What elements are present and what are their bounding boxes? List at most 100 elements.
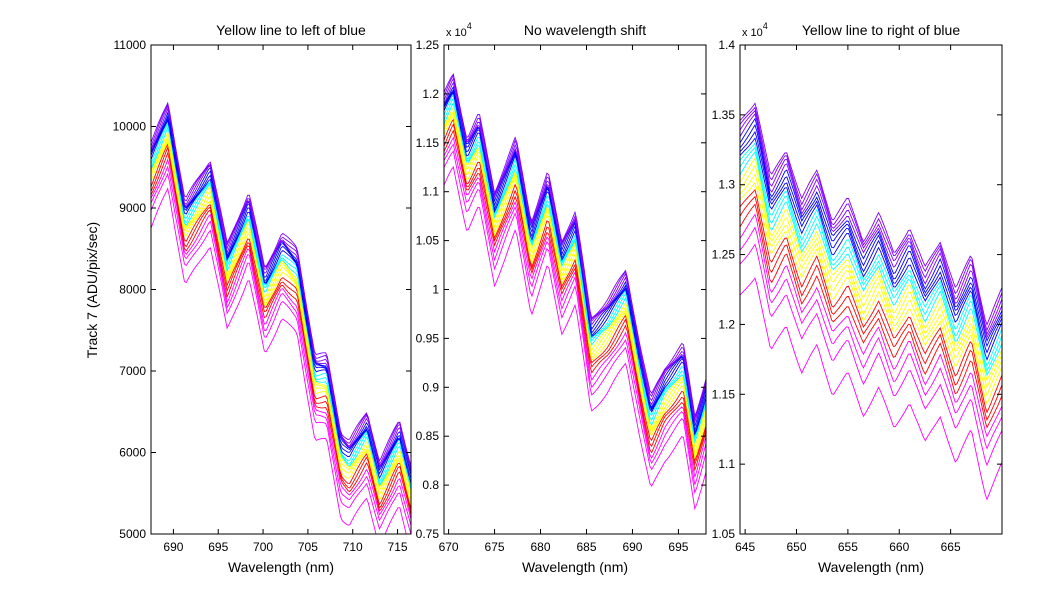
y-tick-label: 1.4 <box>718 38 735 52</box>
series-line-10 <box>740 164 1002 389</box>
series-line-13 <box>444 96 706 440</box>
x-tick-label: 695 <box>668 540 688 554</box>
panel-3: 645 650 655 660 665 1.05 1.1 1.15 1.2 1.25 1.3 1.35… <box>712 21 1003 575</box>
series-line-17 <box>740 123 1002 348</box>
series-line-9 <box>444 113 706 458</box>
x-tick-label: 685 <box>576 540 596 554</box>
series-line-16 <box>151 117 411 480</box>
series-line-11 <box>151 130 411 492</box>
x-axis-label: Wavelength (nm) <box>228 559 334 575</box>
series-line-15 <box>151 118 411 484</box>
series-line-19 <box>740 113 1002 339</box>
series-line-4 <box>151 158 411 520</box>
series-line-7 <box>444 118 706 463</box>
x-tick-label: 690 <box>163 540 183 554</box>
y-tick-label: 1 <box>432 283 439 297</box>
series-group <box>444 73 706 511</box>
x-tick-label: 680 <box>531 540 551 554</box>
series-line-7 <box>151 142 411 510</box>
x-tick-label: 650 <box>786 540 806 554</box>
series-line-17 <box>151 115 411 476</box>
series-line-10 <box>151 135 411 496</box>
series-line-6 <box>444 123 706 466</box>
y-tick-label: 6000 <box>119 446 146 460</box>
series-line-10 <box>444 110 706 454</box>
series-line-13 <box>151 121 411 489</box>
panel-1: 690 695 700 705 710 715 5000 6000 7000 8000 9000 10… <box>113 22 412 575</box>
x-tick-label: 700 <box>253 540 273 554</box>
series-line-8 <box>151 140 411 506</box>
x-tick-label: 645 <box>735 540 755 554</box>
y-tick-label: 1.2 <box>422 87 439 101</box>
x-tick-label: 665 <box>941 540 961 554</box>
x-axis-label: Wavelength (nm) <box>818 559 924 575</box>
series-line-22 <box>151 101 411 467</box>
series-line-7 <box>740 188 1002 414</box>
series-line-5 <box>444 129 706 472</box>
series-line-22 <box>444 73 706 418</box>
series-line-16 <box>740 130 1002 354</box>
series-line-8 <box>740 181 1002 406</box>
x-axis-label: Wavelength (nm) <box>522 559 628 575</box>
y-tick-label: 1.25 <box>712 248 736 262</box>
figure-ylabel: Track 7 (ADU/pix/sec) <box>84 222 100 358</box>
series-line-5 <box>740 203 1002 429</box>
panel-title: Yellow line to left of blue <box>216 22 366 38</box>
y-multiplier: x 104 <box>742 21 768 39</box>
series-line-21 <box>740 106 1002 332</box>
y-tick-label: 1.15 <box>712 387 736 401</box>
series-line-12 <box>151 125 411 490</box>
series-line-2 <box>151 172 411 534</box>
panels: 690 695 700 705 710 7155000600070008000900010… <box>113 21 1003 575</box>
series-group <box>151 101 411 534</box>
series-line-3 <box>740 226 1002 450</box>
series-line-1 <box>151 187 407 534</box>
y-tick-label: 0.8 <box>422 478 439 492</box>
y-tick-label: 1.05 <box>416 234 440 248</box>
series-line-18 <box>740 117 1002 343</box>
y-tick-label: 9000 <box>119 201 146 215</box>
panel-title: Yellow line to right of blue <box>802 22 960 38</box>
axes-box <box>739 44 1003 535</box>
y-tick-label: 1.1 <box>718 457 735 471</box>
y-tick-label: 1.2 <box>718 317 735 331</box>
y-tick-label: 0.95 <box>416 331 440 345</box>
series-line-12 <box>740 151 1002 377</box>
series-line-5 <box>151 151 411 516</box>
x-tick-label: 710 <box>343 540 363 554</box>
x-tick-label: 715 <box>388 540 408 554</box>
series-line-1 <box>740 277 1002 501</box>
x-tick-label: 670 <box>439 540 459 554</box>
series-group <box>740 102 1002 501</box>
y-tick-label: 1.1 <box>422 185 439 199</box>
y-tick-label: 5000 <box>119 527 146 541</box>
series-line-2 <box>444 150 706 495</box>
x-tick-label: 705 <box>298 540 318 554</box>
series-line-2 <box>740 243 1002 467</box>
series-line-3 <box>151 165 411 526</box>
y-tick-label: 1.25 <box>416 38 440 52</box>
series-line-6 <box>740 195 1002 422</box>
series-line-9 <box>151 138 411 501</box>
series-line-22 <box>740 102 1002 326</box>
x-tick-label: 655 <box>838 540 858 554</box>
series-line-9 <box>740 173 1002 397</box>
x-tick-label: 675 <box>485 540 505 554</box>
series-line-15 <box>740 137 1002 361</box>
series-line-14 <box>740 142 1002 368</box>
series-line-20 <box>151 103 411 471</box>
series-line-13 <box>740 146 1002 373</box>
panel-title: No wavelength shift <box>524 22 646 38</box>
y-tick-label: 1.05 <box>712 527 736 541</box>
series-line-18 <box>151 111 411 473</box>
y-tick-label: 8000 <box>119 283 146 297</box>
x-tick-label: 660 <box>889 540 909 554</box>
y-tick-label: 10000 <box>113 120 147 134</box>
y-tick-label: 1.35 <box>712 108 736 122</box>
series-line-4 <box>740 213 1002 438</box>
panel-2: 670 675 680 685 690 695 0.75 0.8 0.85 0.9 0.95 1 1.0… <box>416 21 707 575</box>
y-multiplier: x 104 <box>446 21 472 39</box>
x-tick-label: 690 <box>622 540 642 554</box>
series-line-4 <box>444 136 706 478</box>
